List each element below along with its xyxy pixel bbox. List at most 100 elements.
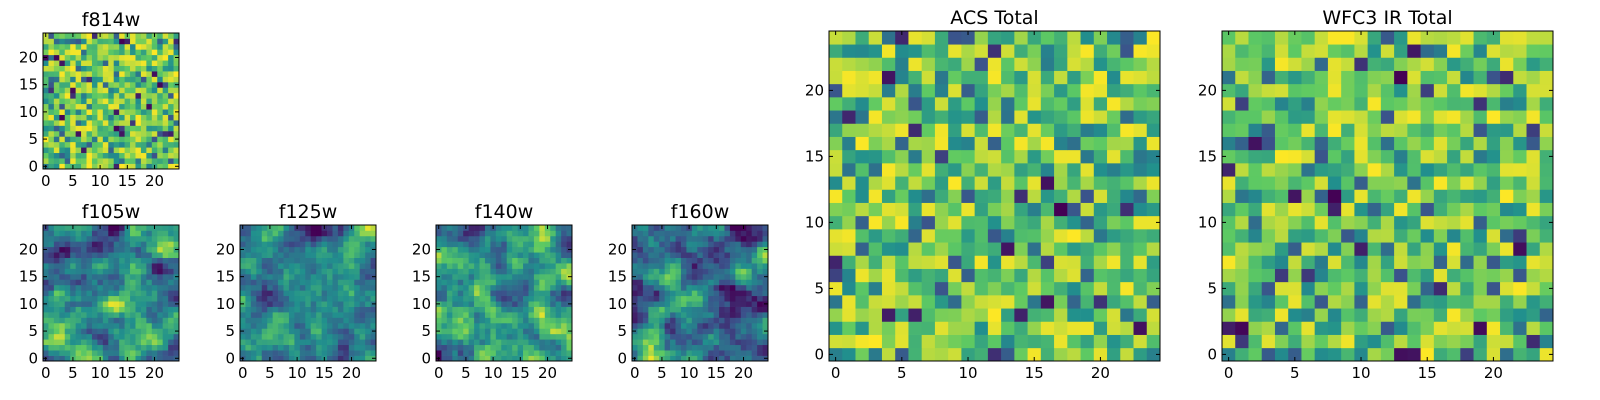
heatmap-cell xyxy=(702,252,709,258)
heatmap-cell xyxy=(829,110,843,124)
heatmap-cell xyxy=(278,290,284,297)
heatmap-cell xyxy=(1054,123,1068,137)
heatmap-cell xyxy=(108,290,115,297)
heatmap-cell xyxy=(1500,57,1514,71)
heatmap-cell xyxy=(457,333,464,340)
heatmap-cell xyxy=(555,328,562,335)
heatmap-cell xyxy=(337,279,344,286)
heatmap-cell xyxy=(1054,136,1068,151)
heatmap-cell xyxy=(702,284,709,291)
heatmap-cell xyxy=(102,230,109,237)
heatmap-cell xyxy=(157,54,164,61)
heatmap-cell xyxy=(659,317,665,324)
heatmap-cell xyxy=(332,246,339,253)
heatmap-cell xyxy=(691,301,698,307)
heatmap-cell xyxy=(632,350,638,356)
heatmap-cell xyxy=(130,252,136,258)
heatmap-cell xyxy=(855,176,870,190)
heatmap-cell xyxy=(463,328,469,335)
heatmap-cell xyxy=(642,246,649,253)
heatmap-cell xyxy=(240,279,246,286)
heatmap-cell xyxy=(1288,136,1302,151)
heatmap-cell xyxy=(762,279,769,286)
heatmap-cell xyxy=(305,252,312,258)
heatmap-cell xyxy=(59,225,66,231)
heatmap-cell xyxy=(762,295,769,302)
heatmap-cell xyxy=(484,312,491,318)
heatmap-cell xyxy=(332,273,339,280)
heatmap-cell xyxy=(479,252,486,258)
heatmap-cell xyxy=(337,333,344,340)
heatmap-cell xyxy=(1314,255,1329,269)
heatmap-cell xyxy=(124,295,131,302)
heatmap-cell xyxy=(713,312,720,318)
heatmap-cell xyxy=(310,273,317,280)
heatmap-cell xyxy=(921,123,936,137)
heatmap-cell xyxy=(855,149,870,164)
heatmap-cell xyxy=(1133,136,1148,151)
heatmap-cell xyxy=(1513,202,1527,217)
heatmap-cell xyxy=(751,333,758,340)
heatmap-cell xyxy=(48,225,55,231)
heatmap-cell xyxy=(108,263,115,269)
heatmap-cell xyxy=(1500,176,1514,190)
heatmap-cell xyxy=(653,333,660,340)
heatmap-cell xyxy=(283,230,290,237)
heatmap-cell xyxy=(446,350,453,356)
heatmap-cell xyxy=(1500,83,1514,98)
heatmap-cell xyxy=(267,268,273,275)
heatmap-cell xyxy=(740,268,747,275)
heatmap-cell xyxy=(43,339,49,346)
heatmap-cell xyxy=(555,317,562,324)
heatmap-cell xyxy=(168,290,174,297)
heatmap-cell xyxy=(533,235,540,242)
heatmap-cell xyxy=(119,76,125,83)
heatmap-cell xyxy=(140,328,147,335)
heatmap-cell xyxy=(157,136,164,143)
heatmap-cell xyxy=(1394,31,1408,45)
heatmap-cell xyxy=(648,312,655,318)
heatmap-cell xyxy=(299,344,306,351)
heatmap-cell xyxy=(337,235,344,242)
x-tick-label: 20 xyxy=(145,364,164,382)
heatmap-cell xyxy=(173,263,180,269)
heatmap-cell xyxy=(140,76,147,83)
heatmap-cell xyxy=(272,252,279,258)
heatmap-cell xyxy=(1500,229,1514,243)
heatmap-cell xyxy=(528,273,535,280)
heatmap-cell xyxy=(921,268,936,283)
heatmap-cell xyxy=(675,246,682,253)
heatmap-cell xyxy=(245,344,252,351)
heatmap-cell xyxy=(921,321,936,335)
heatmap-cell xyxy=(348,312,355,318)
heatmap-cell xyxy=(501,355,508,362)
heatmap-cell xyxy=(842,149,856,164)
heatmap-cell xyxy=(146,268,153,275)
y-tick-label: 15 xyxy=(412,268,431,286)
heatmap-cell xyxy=(495,306,502,313)
heatmap-cell xyxy=(43,263,49,269)
heatmap-cell xyxy=(1539,268,1554,283)
heatmap-cell xyxy=(691,317,698,324)
heatmap-cell xyxy=(708,350,714,356)
heatmap-cell xyxy=(1274,31,1289,45)
heatmap-cell xyxy=(151,350,158,356)
heatmap-cell xyxy=(1420,97,1435,111)
heatmap-cell xyxy=(446,295,453,302)
heatmap-cell xyxy=(146,130,153,137)
heatmap-cell xyxy=(561,257,567,264)
heatmap-cell xyxy=(162,71,169,77)
heatmap-cell xyxy=(735,333,742,340)
heatmap-cell xyxy=(495,268,502,275)
heatmap-cell xyxy=(1222,83,1236,98)
heatmap-cell xyxy=(272,268,279,275)
heatmap-cell xyxy=(81,322,87,329)
heatmap-cell xyxy=(495,312,502,318)
heatmap-cell xyxy=(539,225,546,231)
heatmap-cell xyxy=(294,301,301,307)
heatmap-cell xyxy=(446,246,453,253)
heatmap-cell xyxy=(119,333,125,340)
heatmap-cell xyxy=(108,98,115,105)
heatmap-cell xyxy=(135,152,142,159)
heatmap-cell xyxy=(1027,215,1042,230)
